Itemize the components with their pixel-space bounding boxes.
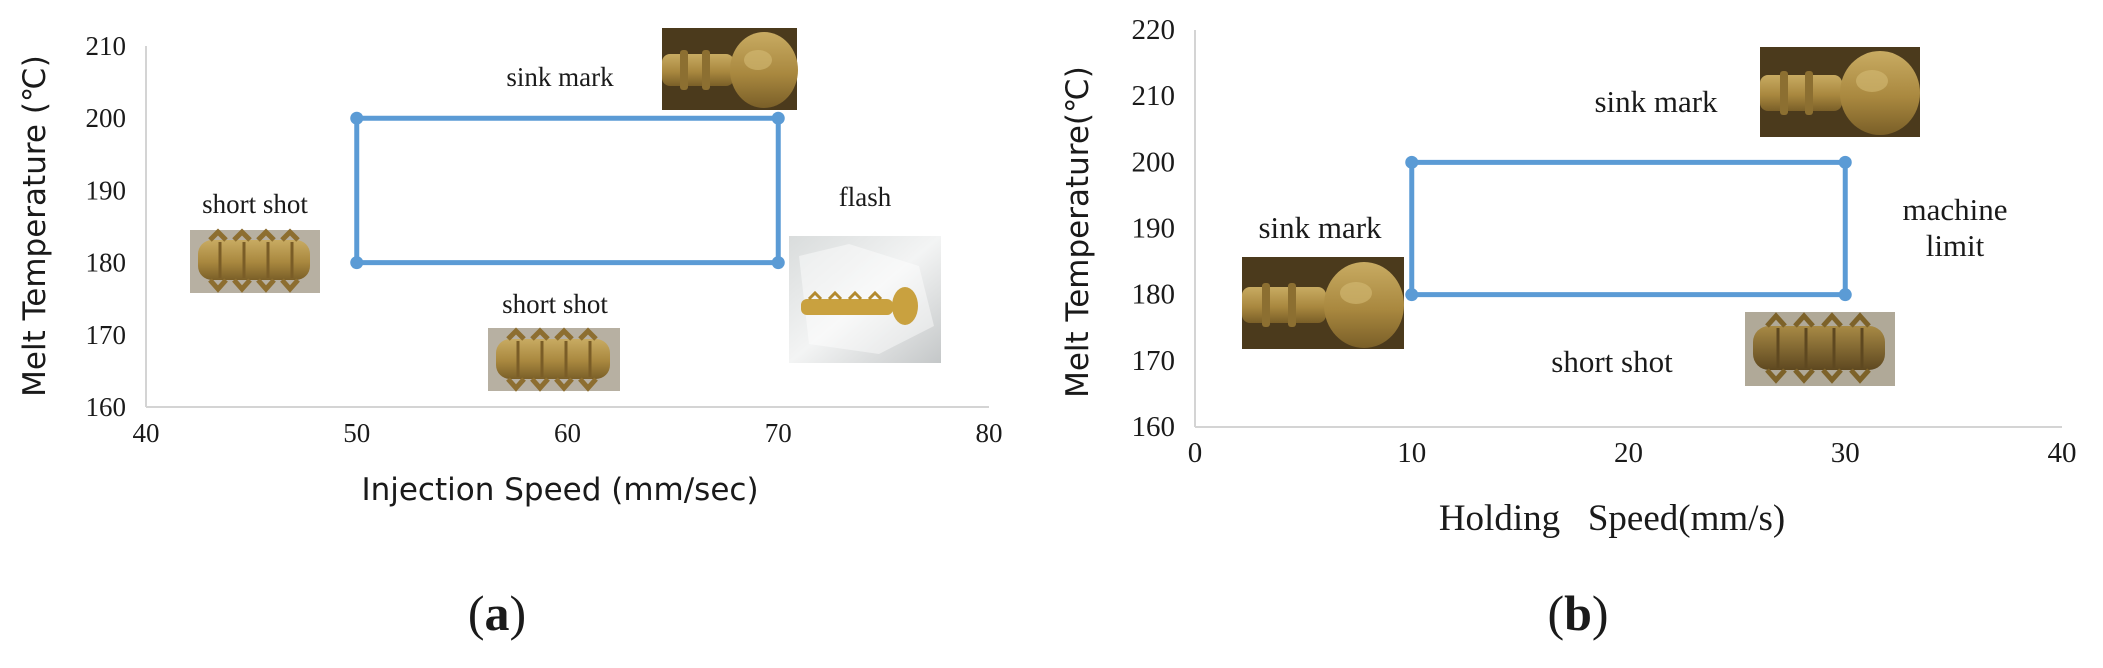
chart-a-panel-label: (a) (468, 585, 526, 641)
chart-b-x-tick-label: 20 (1614, 437, 1643, 469)
chart-a-x-tick-label: 50 (343, 418, 370, 448)
chart-b-annotation-machine-limit-line2: limit (1926, 228, 1985, 263)
chart-a-annotation-short-shot-bottom: short shot (502, 289, 608, 319)
chart-a-y-tick-label: 210 (86, 31, 127, 61)
chart-b-y-ticks: 160 170 180 190 200 210 220 (1132, 14, 1176, 443)
chart-a-x-tick-label: 40 (133, 418, 160, 448)
chart-a-y-label: Melt Temperature (℃) (17, 55, 53, 397)
chart-a-annotation-sink-mark: sink mark (506, 62, 614, 92)
chart-a-data-point (771, 256, 785, 270)
chart-b-annotation-sink-mark-top: sink mark (1594, 84, 1718, 119)
chart-b-y-tick-label: 190 (1132, 213, 1176, 245)
chart-b: 160 170 180 190 200 210 220 0 10 20 30 40 Melt Tem… (1060, 14, 2077, 641)
chart-b-y-tick-label: 210 (1132, 80, 1176, 112)
chart-b-y-tick-label: 200 (1132, 146, 1176, 178)
chart-b-panel-label: (b) (1547, 585, 1608, 641)
short-shot-photo (1745, 312, 1895, 386)
chart-b-x-label: Holding Speed(mm/s) (1439, 498, 1785, 539)
short-shot-photo (488, 327, 620, 392)
chart-b-x-tick-label: 10 (1397, 437, 1426, 469)
chart-a-annotation-flash: flash (839, 182, 892, 212)
chart-a-data-point (350, 111, 364, 125)
flash-photo (789, 236, 941, 363)
chart-b-y-tick-label: 220 (1132, 14, 1176, 46)
chart-b-annotation-machine-limit: machine (1902, 192, 2007, 227)
chart-b-y-tick-label: 170 (1132, 345, 1176, 377)
chart-b-y-label: Melt Temperature(℃) (1060, 66, 1096, 398)
chart-b-x-ticks: 0 10 20 30 40 (1188, 437, 2077, 469)
chart-b-x-tick-label: 0 (1188, 437, 1203, 469)
chart-a-y-ticks: 160 170 180 190 200 210 (86, 31, 127, 422)
chart-a-x-label: Injection Speed (mm/sec) (361, 472, 758, 508)
chart-a-data-point (350, 256, 364, 270)
chart-a-annotation-short-shot-left: short shot (202, 189, 308, 219)
chart-a-data-point (771, 111, 785, 125)
chart-b-annotation-short-shot: short shot (1551, 344, 1673, 379)
chart-a-y-tick-label: 180 (86, 248, 127, 278)
chart-a-y-tick-label: 160 (86, 392, 127, 422)
chart-a-x-tick-label: 60 (554, 418, 581, 448)
chart-b-annotation-sink-mark-left: sink mark (1258, 210, 1382, 245)
sink-mark-photo (662, 28, 798, 110)
sink-mark-photo (1760, 47, 1920, 137)
chart-b-y-tick-label: 180 (1132, 279, 1176, 311)
chart-a-y-tick-label: 200 (86, 103, 127, 133)
chart-b-data-point (1405, 288, 1419, 302)
chart-a-y-tick-label: 170 (86, 320, 127, 350)
short-shot-photo (190, 228, 320, 293)
chart-b-series (1405, 155, 1852, 302)
chart-b-x-tick-label: 40 (2048, 437, 2077, 469)
chart-b-y-tick-label: 160 (1132, 411, 1176, 443)
chart-a: 160 170 180 190 200 210 40 50 60 70 80 Melt Tempe… (17, 28, 1003, 641)
sink-mark-photo (1242, 257, 1404, 349)
chart-a-x-tick-label: 70 (765, 418, 792, 448)
chart-a-series (350, 111, 785, 270)
chart-a-x-ticks: 40 50 60 70 80 (133, 418, 1003, 448)
chart-b-data-point (1405, 155, 1419, 169)
chart-a-y-tick-label: 190 (86, 175, 127, 205)
chart-b-data-point (1838, 155, 1852, 169)
chart-a-x-tick-label: 80 (976, 418, 1003, 448)
chart-b-data-point (1838, 288, 1852, 302)
chart-b-x-tick-label: 30 (1831, 437, 1860, 469)
